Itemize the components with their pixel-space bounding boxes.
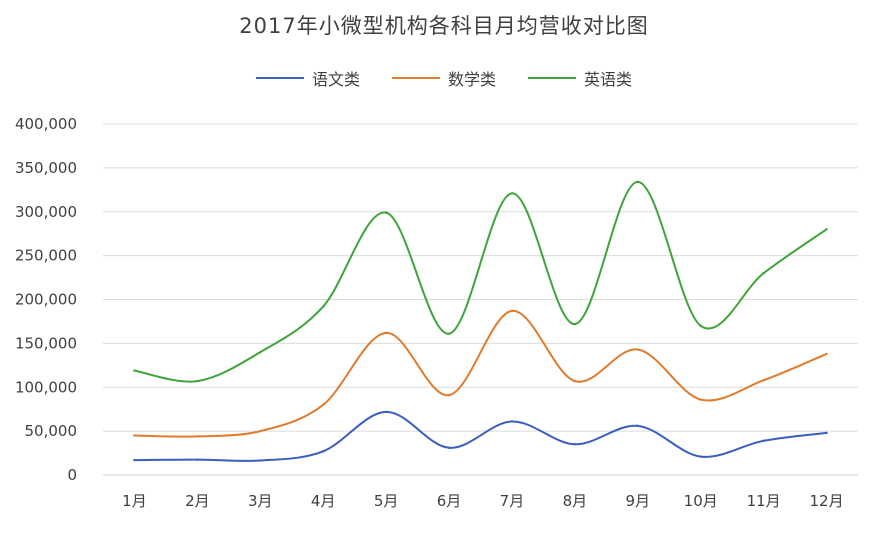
y-tick-label: 400,000 — [15, 115, 77, 133]
data-point-math — [384, 331, 388, 335]
x-tick-label: 9月 — [626, 492, 651, 510]
data-point-chinese — [636, 424, 639, 428]
legend-label-math: 数学类 — [447, 70, 496, 89]
data-point-english — [259, 350, 262, 354]
legend-item-chinese: 语文类 — [255, 66, 360, 90]
data-point-english — [447, 332, 451, 335]
data-point-chinese — [762, 439, 765, 442]
data-point-chinese — [259, 459, 262, 462]
data-point-chinese — [322, 450, 325, 453]
x-tick-label: 5月 — [374, 492, 399, 510]
data-point-math — [196, 435, 199, 438]
data-point-english — [322, 305, 325, 308]
data-point-english — [636, 180, 639, 184]
x-tick-label: 4月 — [311, 492, 336, 510]
legend-item-english: 英语类 — [528, 66, 632, 90]
data-point-english — [573, 322, 577, 326]
data-point-chinese — [196, 458, 199, 461]
y-tick-label: 100,000 — [15, 378, 77, 396]
y-tick-label: 150,000 — [15, 334, 77, 352]
data-point-math — [322, 403, 325, 406]
x-tick-label: 2月 — [185, 492, 210, 510]
chart-title: 2017年小微型机构各科目月均营收对比图 — [239, 14, 649, 38]
y-tick-label: 250,000 — [15, 247, 77, 265]
data-point-math — [510, 309, 514, 313]
data-point-math — [825, 352, 828, 356]
x-tick-label: 12月 — [809, 492, 843, 510]
x-tick-label: 10月 — [684, 492, 718, 510]
y-tick-label: 0 — [67, 466, 77, 484]
series-line-chinese — [133, 410, 828, 462]
legend-swatch-chinese — [255, 77, 304, 79]
data-point-math — [699, 398, 702, 401]
data-point-english — [196, 379, 199, 383]
x-tick-label: 11月 — [747, 492, 781, 510]
data-point-math — [447, 393, 451, 397]
x-tick-label: 6月 — [437, 492, 462, 510]
data-point-english — [384, 211, 388, 214]
y-tick-label: 200,000 — [15, 291, 77, 309]
x-tick-label: 3月 — [248, 492, 273, 510]
data-point-math — [636, 348, 639, 351]
data-point-chinese — [825, 431, 828, 435]
data-point-chinese — [510, 420, 514, 423]
data-point-math — [762, 379, 765, 382]
series-line-math — [133, 309, 828, 438]
data-point-chinese — [699, 455, 702, 458]
data-point-english — [510, 192, 514, 195]
data-point-english — [699, 324, 702, 328]
data-point-math — [133, 434, 136, 437]
x-tick-label: 7月 — [500, 492, 525, 510]
data-point-english — [762, 271, 765, 275]
legend-label-english: 英语类 — [584, 70, 633, 89]
data-point-chinese — [573, 443, 577, 446]
data-point-math — [573, 379, 577, 383]
x-tick-label: 8月 — [563, 492, 588, 510]
y-tick-label: 300,000 — [15, 203, 77, 221]
legend-swatch-english — [528, 77, 576, 79]
data-point-english — [133, 369, 136, 372]
data-point-chinese — [447, 446, 451, 449]
legend-item-math: 数学类 — [391, 66, 496, 90]
data-point-english — [825, 228, 828, 231]
y-tick-label: 350,000 — [15, 159, 77, 177]
x-tick-label: 1月 — [122, 492, 147, 510]
data-point-chinese — [384, 410, 388, 414]
legend-swatch-math — [391, 77, 440, 79]
data-point-math — [259, 429, 262, 433]
data-point-chinese — [133, 458, 136, 462]
y-tick-label: 50,000 — [25, 422, 78, 440]
legend: 语文类 数学类 英语类 — [0, 66, 888, 90]
legend-label-chinese: 语文类 — [311, 70, 360, 89]
